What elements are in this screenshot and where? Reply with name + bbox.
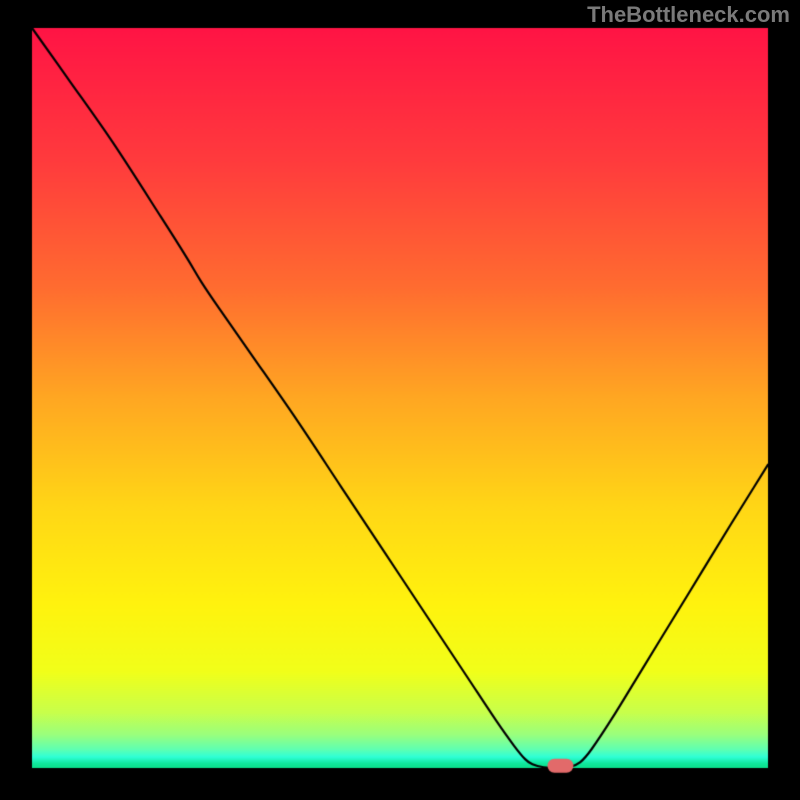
watermark-label: TheBottleneck.com (587, 2, 790, 28)
chart-container: TheBottleneck.com (0, 0, 800, 800)
bottleneck-gradient-chart (0, 0, 800, 800)
